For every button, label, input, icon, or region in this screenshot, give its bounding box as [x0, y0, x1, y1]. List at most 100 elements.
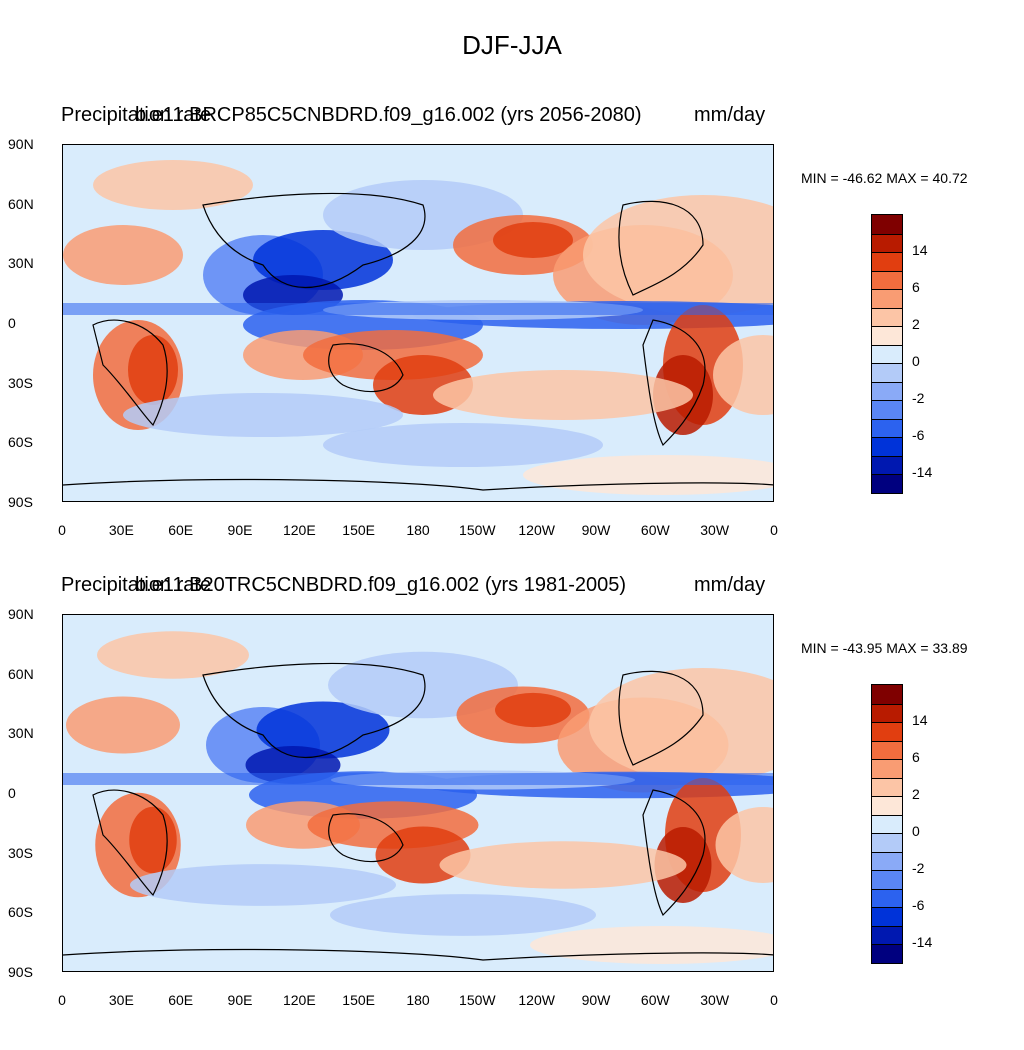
- coastline: [202, 662, 426, 759]
- colorbar-segment: [872, 796, 902, 815]
- coastline: [202, 192, 426, 289]
- colorbar-tick-label: 0: [912, 823, 920, 840]
- colorbar-tick-label: 0: [912, 353, 920, 370]
- colorbar-segment: [872, 851, 902, 871]
- equatorial-rain-band: [63, 303, 773, 315]
- colorbar-segment: [872, 907, 902, 926]
- colorbar-segment: [872, 833, 902, 852]
- latitude-tick-label: 90S: [8, 494, 33, 510]
- colorbar-segment: [872, 685, 902, 704]
- colorbar-tick-label: -2: [912, 860, 925, 877]
- colorbar: [871, 214, 903, 494]
- colorbar-segment: [872, 400, 902, 419]
- coastline: [92, 319, 168, 427]
- colorbar-segment: [872, 326, 902, 345]
- equatorial-rain-band: [63, 773, 773, 785]
- precip-anomaly-region: [63, 225, 183, 285]
- colorbar-segment: [872, 925, 902, 945]
- colorbar-segment: [872, 289, 902, 308]
- precip-anomaly-region: [713, 335, 773, 415]
- longitude-tick-label: 90W: [581, 522, 611, 538]
- longitude-tick-label: 90W: [581, 992, 611, 1008]
- longitude-tick-label: 60W: [640, 992, 670, 1008]
- map-shading: [63, 145, 773, 501]
- longitude-tick-label: 0: [770, 522, 778, 538]
- coastline: [328, 343, 404, 393]
- coastline: [328, 813, 404, 863]
- colorbar-segment: [872, 474, 902, 493]
- colorbar-segment: [872, 944, 902, 963]
- longitude-tick-label: 150E: [342, 522, 376, 538]
- precip-anomaly-region: [256, 701, 390, 759]
- colorbar-segment: [872, 703, 902, 723]
- precip-anomaly-region: [583, 195, 773, 315]
- longitude-tick-label: 60E: [168, 522, 194, 538]
- colorbar-segment: [872, 270, 902, 290]
- precip-anomaly-region: [93, 160, 253, 210]
- colorbar-segment: [872, 455, 902, 475]
- longitude-tick-label: 30E: [108, 992, 134, 1008]
- coastline: [618, 670, 704, 766]
- precip-anomaly-region: [123, 393, 403, 437]
- longitude-tick-label: 120W: [518, 522, 555, 538]
- longitude-tick-label: 90E: [227, 992, 253, 1008]
- min-max-readout: MIN = -43.95 MAX = 33.89: [801, 640, 968, 656]
- longitude-tick-label: 60W: [640, 522, 670, 538]
- longitude-tick-label: 0: [58, 992, 66, 1008]
- longitude-tick-label: 150W: [459, 522, 496, 538]
- precip-anomaly-region: [433, 370, 693, 420]
- longitude-tick-label: 30E: [108, 522, 134, 538]
- precip-map: [62, 144, 774, 502]
- colorbar-segment: [872, 759, 902, 778]
- colorbar-segment: [872, 233, 902, 253]
- longitude-tick-label: 0: [58, 522, 66, 538]
- latitude-tick-label: 60N: [8, 195, 34, 212]
- colorbar-tick-label: -14: [912, 464, 933, 481]
- colorbar-segment: [872, 307, 902, 327]
- latitude-tick-label: 60S: [8, 434, 33, 451]
- precip-anomaly-region: [323, 423, 603, 467]
- colorbar-segment: [872, 814, 902, 834]
- latitude-tick-label: 30N: [8, 255, 34, 272]
- colorbar-tick-label: 2: [912, 316, 920, 333]
- latitude-tick-label: 30S: [8, 844, 33, 861]
- precip-anomaly-region: [715, 807, 773, 883]
- latitude-tick-label: 90S: [8, 964, 33, 980]
- longitude-tick-label: 150E: [342, 992, 376, 1008]
- colorbar-segment: [872, 437, 902, 456]
- precip-anomaly-region: [66, 696, 180, 754]
- longitude-tick-label: 150W: [459, 992, 496, 1008]
- panel-case-label: b.e11.BRCP85C5CNBDRD.f09_g16.002 (yrs 20…: [135, 104, 642, 126]
- longitude-tick-label: 30W: [700, 522, 730, 538]
- colorbar-tick-label: -2: [912, 390, 925, 407]
- longitude-tick-label: 90E: [227, 522, 253, 538]
- precip-anomaly-region: [495, 692, 571, 728]
- coastline: [642, 319, 706, 447]
- precip-anomaly-region: [439, 841, 687, 889]
- colorbar-tick-label: -6: [912, 897, 925, 914]
- longitude-tick-label: 120E: [282, 992, 316, 1008]
- latitude-tick-label: 30S: [8, 374, 33, 391]
- longitude-tick-label: 180: [406, 992, 430, 1008]
- coastline: [92, 789, 168, 897]
- colorbar-segment: [872, 888, 902, 908]
- precip-anomaly-region: [589, 668, 773, 782]
- colorbar-segment: [872, 215, 902, 234]
- coastline: [63, 478, 773, 491]
- figure-title: DJF-JJA: [462, 30, 562, 60]
- colorbar-tick-label: -6: [912, 427, 925, 444]
- panel-units-label: mm/day: [694, 574, 766, 596]
- colorbar-segment: [872, 777, 902, 797]
- colorbar-tick-label: -14: [912, 934, 933, 951]
- map-shading: [63, 615, 773, 971]
- longitude-tick-label: 0: [770, 992, 778, 1008]
- map-panel-future: Precipitation rate b.e11.BRCP85C5CNBDRD.…: [0, 100, 1024, 580]
- colorbar-tick-label: 14: [912, 242, 928, 259]
- panel-variable-label: Precipitation rate: [61, 574, 212, 596]
- latitude-tick-label: 60S: [8, 904, 33, 921]
- colorbar-segment: [872, 418, 902, 438]
- coastline: [618, 200, 704, 296]
- colorbar-segment: [872, 381, 902, 401]
- colorbar-segment: [872, 363, 902, 382]
- colorbar-segment: [872, 740, 902, 760]
